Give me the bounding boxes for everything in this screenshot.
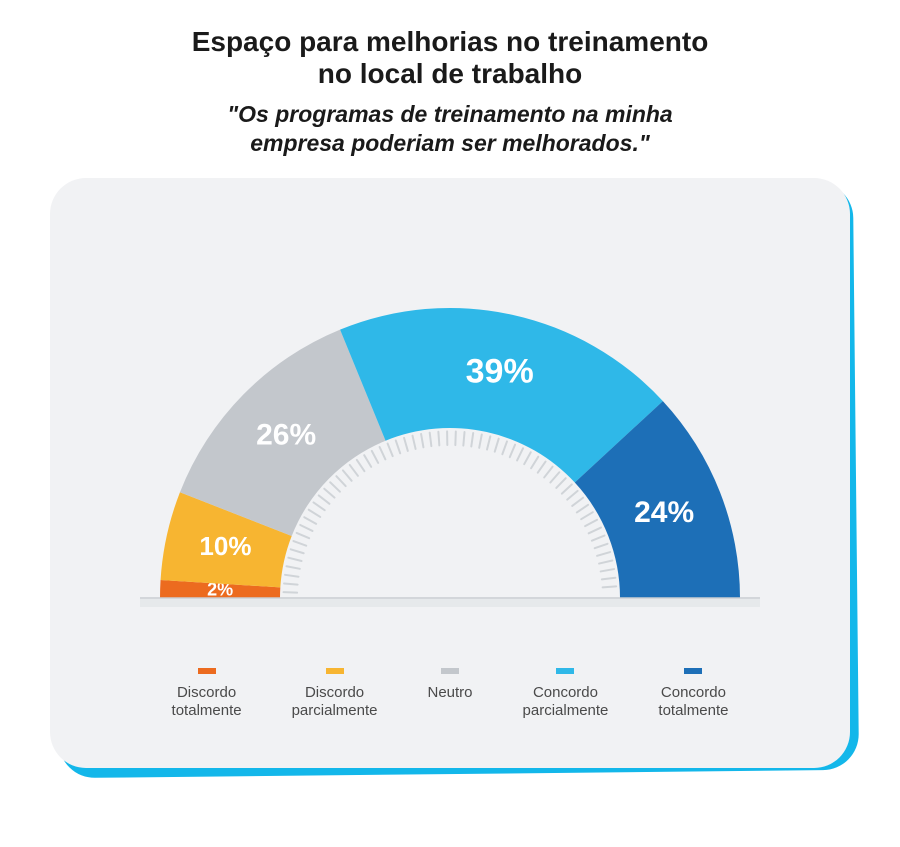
legend-label-line1: Discordo: [305, 684, 364, 702]
legend-label-line1: Neutro: [427, 684, 472, 702]
title-line-1: Espaço para melhorias no treinamento: [192, 26, 709, 57]
card-wrap: 2%10%26%39%24% DiscordototalmenteDiscord…: [50, 178, 850, 768]
title-line-2: no local de trabalho: [318, 58, 582, 89]
slice-label-neutro: 26%: [256, 418, 316, 451]
legend-label-line1: Discordo: [177, 684, 236, 702]
baseline-shadow: [140, 599, 760, 607]
legend-item-concordo_totalmente: Concordototalmente: [658, 668, 728, 720]
page-title: Espaço para melhorias no treinamento no …: [100, 26, 800, 90]
legend-swatch-discordo_totalmente: [198, 668, 216, 674]
legend-label-line2: totalmente: [658, 702, 728, 720]
subtitle-line-1: "Os programas de treinamento na minha: [227, 101, 672, 127]
slice-label-discordo_parcialmente: 10%: [199, 531, 251, 561]
legend-swatch-concordo_totalmente: [684, 668, 702, 674]
page-subtitle: "Os programas de treinamento na minha em…: [130, 100, 770, 158]
legend-item-discordo_parcialmente: Discordoparcialmente: [292, 668, 378, 720]
legend-swatch-neutro: [441, 668, 459, 674]
legend-item-neutro: Neutro: [427, 668, 472, 720]
page: Espaço para melhorias no treinamento no …: [0, 0, 900, 847]
donut-svg: 2%10%26%39%24%: [100, 248, 800, 608]
subtitle-line-2: empresa poderiam ser melhorados.": [250, 130, 650, 156]
legend-item-concordo_parcialmente: Concordoparcialmente: [523, 668, 609, 720]
legend: DiscordototalmenteDiscordoparcialmenteNe…: [80, 668, 820, 720]
half-donut-chart: 2%10%26%39%24%: [100, 248, 800, 608]
card: 2%10%26%39%24% DiscordototalmenteDiscord…: [50, 178, 850, 768]
legend-label-line2: parcialmente: [292, 702, 378, 720]
legend-swatch-discordo_parcialmente: [326, 668, 344, 674]
legend-item-discordo_totalmente: Discordototalmente: [172, 668, 242, 720]
legend-label-line2: parcialmente: [523, 702, 609, 720]
legend-label-line1: Concordo: [533, 684, 598, 702]
legend-label-line1: Concordo: [661, 684, 726, 702]
slice-label-concordo_parcialmente: 39%: [466, 352, 534, 390]
slice-label-concordo_totalmente: 24%: [634, 496, 694, 529]
legend-swatch-concordo_parcialmente: [556, 668, 574, 674]
legend-label-line2: totalmente: [172, 702, 242, 720]
